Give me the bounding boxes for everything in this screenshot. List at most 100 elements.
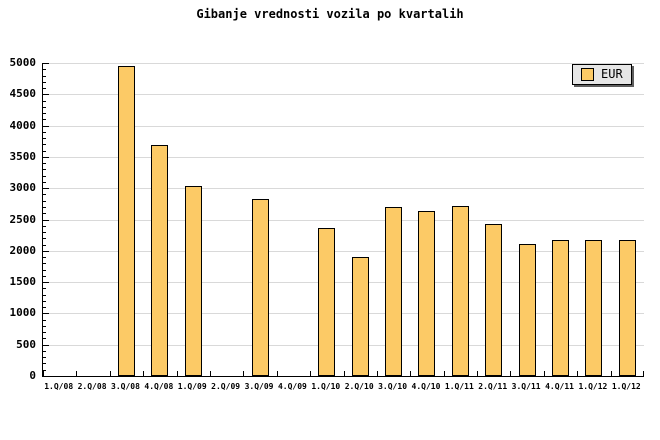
- y-axis-minor-tick: [43, 113, 46, 115]
- gridline: [43, 63, 644, 64]
- bar: [552, 240, 570, 376]
- x-axis-tick: [310, 371, 312, 376]
- y-axis-minor-tick: [43, 75, 46, 77]
- x-tick-label: 3.Q/11: [511, 382, 541, 391]
- y-axis-minor-tick: [43, 88, 46, 90]
- y-axis-minor-tick: [43, 332, 46, 334]
- bar: [117, 66, 135, 376]
- x-tick-label: 4.Q/08: [144, 382, 174, 391]
- y-axis-major-tick: [43, 94, 49, 96]
- y-axis-minor-tick: [43, 163, 46, 165]
- gridline: [43, 344, 644, 346]
- y-axis-minor-tick: [43, 100, 46, 102]
- x-axis-tick: [410, 371, 412, 376]
- y-axis-minor-tick: [43, 300, 46, 302]
- legend-label: EUR: [601, 67, 623, 81]
- x-axis-tick: [610, 371, 612, 376]
- y-tick-label: 2000: [9, 243, 37, 257]
- y-axis-minor-tick: [43, 350, 46, 352]
- x-axis-tick: [343, 371, 345, 376]
- bar: [385, 207, 403, 376]
- y-axis-minor-tick: [43, 106, 46, 108]
- legend-swatch-eur: [581, 68, 594, 81]
- chart-title: Gibanje vrednosti vozila po kvartalih: [196, 7, 464, 21]
- bar: [351, 257, 369, 376]
- y-axis-minor-tick: [43, 257, 46, 259]
- y-axis-major-tick: [43, 156, 49, 158]
- y-tick-label: 4500: [9, 87, 37, 101]
- y-axis-minor-tick: [43, 131, 46, 133]
- y-axis-minor-tick: [43, 194, 46, 196]
- y-axis-minor-tick: [43, 238, 46, 240]
- x-tick-label: 3.Q/08: [111, 382, 140, 391]
- x-tick-label: 4.Q/11: [545, 382, 574, 391]
- y-axis-minor-tick: [43, 338, 46, 340]
- y-axis-minor-tick: [43, 69, 46, 71]
- x-axis-tick: [376, 371, 378, 376]
- y-axis-minor-tick: [43, 206, 46, 208]
- y-axis-minor-tick: [43, 181, 46, 183]
- x-axis-tick: [477, 371, 479, 376]
- x-tick-label: 1.Q/10: [311, 382, 341, 391]
- x-axis-tick: [276, 371, 278, 376]
- x-axis-tick: [143, 371, 145, 376]
- y-axis-minor-tick: [43, 225, 46, 227]
- y-tick-label: 2500: [9, 212, 37, 226]
- y-axis-major-tick: [43, 282, 49, 284]
- y-tick-label: 5000: [9, 56, 37, 69]
- y-axis-minor-tick: [43, 81, 46, 83]
- y-axis-minor-tick: [43, 150, 46, 152]
- x-tick-label: 1.Q/12: [578, 382, 608, 391]
- x-axis-tick: [209, 371, 211, 376]
- x-tick-label: 2.Q/11: [478, 382, 508, 391]
- gridline: [43, 125, 644, 127]
- y-axis-major-tick: [43, 125, 49, 127]
- y-axis-minor-tick: [43, 232, 46, 234]
- y-axis-minor-tick: [43, 144, 46, 146]
- x-axis-tick: [109, 371, 111, 376]
- x-tick-label: 4.Q/09: [277, 382, 307, 391]
- bar: [451, 206, 469, 376]
- gridline: [43, 282, 644, 284]
- y-tick-label: 3000: [9, 181, 37, 195]
- gridline: [43, 250, 644, 252]
- y-axis-minor-tick: [43, 369, 46, 371]
- y-axis-minor-tick: [43, 269, 46, 271]
- y-axis-major-tick: [43, 63, 49, 64]
- y-axis-labels: 0 500 1000 1500 2000 2500 3000 3500 4000 4500 5000: [0, 57, 37, 382]
- gridline: [43, 94, 644, 96]
- x-axis-tick: [176, 371, 178, 376]
- y-tick-label: 500: [16, 337, 36, 351]
- y-axis-minor-tick: [43, 325, 46, 327]
- x-axis-tick: [543, 371, 545, 376]
- y-axis-minor-tick: [43, 169, 46, 171]
- x-axis-tick: [643, 371, 644, 376]
- y-tick-label: 4000: [9, 118, 37, 132]
- x-tick-label: 1.Q/11: [444, 382, 474, 391]
- bar: [618, 240, 636, 376]
- y-axis-minor-tick: [43, 119, 46, 121]
- y-axis-minor-tick: [43, 319, 46, 321]
- gridline: [43, 188, 644, 190]
- x-axis-tick: [43, 371, 44, 376]
- x-axis-tick: [577, 371, 579, 376]
- x-tick-label: 2.Q/08: [77, 382, 107, 391]
- y-tick-label: 0: [29, 369, 36, 382]
- gridline: [43, 156, 644, 158]
- x-tick-label: 4.Q/10: [411, 382, 441, 391]
- y-axis-minor-tick: [43, 363, 46, 365]
- x-axis-tick: [76, 371, 78, 376]
- bar: [518, 244, 536, 376]
- y-axis-minor-tick: [43, 294, 46, 296]
- x-tick-label: 1.Q/08: [44, 382, 74, 391]
- bar: [418, 211, 436, 376]
- x-axis-tick: [243, 371, 245, 376]
- bar: [485, 224, 503, 376]
- y-axis-minor-tick: [43, 175, 46, 177]
- y-axis-minor-tick: [43, 244, 46, 246]
- x-tick-label: 3.Q/09: [244, 382, 274, 391]
- x-tick-label: 1.Q/09: [177, 382, 207, 391]
- y-tick-label: 1500: [9, 275, 37, 289]
- x-axis-tick: [510, 371, 512, 376]
